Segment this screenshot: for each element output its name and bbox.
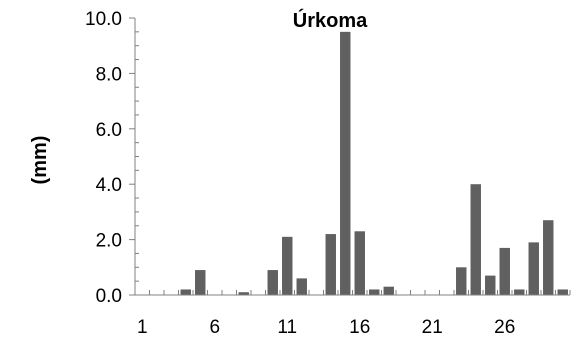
- y-axis-label: (mm): [29, 136, 51, 185]
- x-tick-label: 6: [209, 317, 220, 338]
- bar-day-30: [557, 289, 568, 295]
- bar-day-5: [195, 270, 206, 295]
- bar-day-14: [325, 234, 336, 295]
- bar-day-10: [267, 270, 278, 295]
- bar-day-23: [456, 267, 467, 295]
- bar-series: [180, 31, 568, 295]
- y-axis-ticks: 0.0 2.0 4.0 6.0 8.0 10.0: [85, 9, 139, 307]
- y-tick-label: 0.0: [96, 286, 122, 307]
- y-tick-label: 6.0: [96, 120, 122, 141]
- bar-day-15: [340, 31, 351, 295]
- bar-day-16: [354, 231, 365, 295]
- x-tick-label: 16: [349, 317, 370, 338]
- x-tick-label: 26: [494, 317, 515, 338]
- bar-day-26: [499, 247, 510, 295]
- bar-day-11: [282, 236, 293, 295]
- y-tick-label: 4.0: [96, 175, 122, 196]
- bar-day-29: [543, 220, 554, 295]
- bar-day-24: [470, 184, 481, 295]
- bar-day-4: [180, 289, 191, 295]
- bar-day-12: [296, 278, 307, 295]
- bar-day-17: [369, 289, 380, 295]
- x-tick-label: 21: [422, 317, 443, 338]
- bar-day-27: [514, 289, 525, 295]
- y-tick-label: 10.0: [85, 9, 122, 30]
- x-axis-ticks: 1 6 11 16 21 26: [134, 290, 571, 338]
- x-tick-label: 1: [137, 317, 148, 338]
- bar-day-28: [528, 242, 539, 295]
- y-tick-label: 8.0: [96, 64, 122, 85]
- y-tick-label: 2.0: [96, 231, 122, 252]
- bar-day-8: [238, 292, 249, 295]
- bar-day-18: [383, 286, 394, 295]
- bar-day-25: [485, 275, 496, 295]
- x-tick-label: 11: [277, 317, 297, 338]
- chart-title: Úrkoma: [293, 8, 368, 32]
